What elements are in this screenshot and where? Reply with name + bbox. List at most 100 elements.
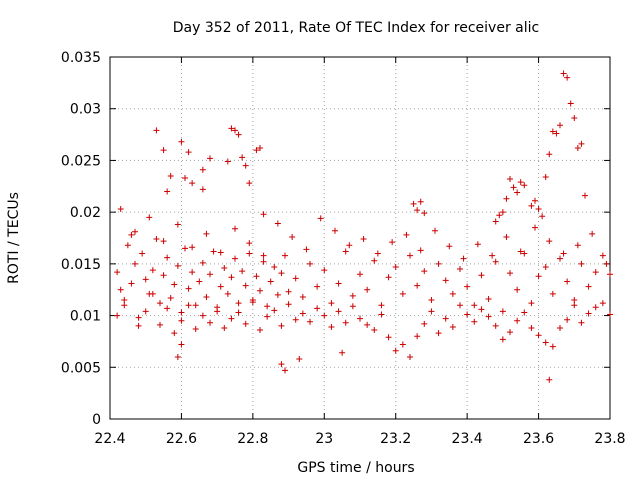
data-point (428, 297, 435, 304)
data-point (349, 303, 356, 310)
data-point (457, 302, 463, 309)
data-point (235, 131, 242, 138)
data-point (592, 269, 599, 276)
data-point (228, 125, 235, 132)
data-point (464, 311, 471, 318)
data-point (578, 319, 585, 326)
data-point (178, 138, 185, 145)
data-point (582, 192, 588, 199)
data-point (146, 214, 153, 221)
data-point (599, 252, 606, 259)
data-point (564, 74, 571, 81)
data-point (535, 206, 542, 213)
data-point (546, 376, 553, 383)
data-point (574, 242, 581, 249)
data-point (221, 264, 228, 271)
data-point (464, 283, 471, 290)
data-point (228, 274, 235, 281)
data-point (592, 304, 599, 311)
data-point (578, 260, 585, 267)
plot-frame (109, 56, 611, 420)
data-point (521, 309, 528, 316)
data-point (532, 224, 538, 231)
data-point (314, 305, 321, 312)
data-point (492, 218, 499, 225)
data-point (257, 327, 263, 334)
y-axis-label: ROTI / TECUs (6, 192, 22, 284)
data-point (189, 244, 196, 251)
data-point (292, 275, 299, 282)
data-point (360, 236, 367, 243)
data-point (503, 233, 510, 240)
data-point (185, 285, 192, 292)
x-tick-label: 22.6 (166, 431, 197, 447)
data-point (160, 272, 167, 279)
y-tick-labels: 0 0.005 0.01 0.015 0.02 0.025 0.03 0.035 (61, 50, 101, 428)
data-point (142, 276, 149, 283)
data-point (139, 250, 146, 257)
data-point (235, 300, 242, 307)
data-point (260, 252, 267, 259)
data-point (571, 302, 578, 309)
chart-title: Day 352 of 2011, Rate Of TEC Index for r… (173, 20, 539, 36)
x-tick-label: 23.6 (523, 431, 554, 447)
data-point (489, 252, 496, 259)
data-point (557, 122, 563, 129)
data-point (499, 336, 506, 343)
data-point (153, 236, 160, 243)
data-point (167, 172, 174, 179)
data-point (239, 154, 246, 161)
data-point (392, 263, 399, 270)
data-point (274, 291, 281, 298)
data-point (171, 330, 178, 337)
data-point (242, 162, 249, 169)
data-point (535, 273, 542, 280)
data-point (414, 207, 421, 214)
data-point (185, 302, 192, 309)
data-point (135, 322, 142, 329)
data-point (282, 252, 288, 259)
x-tick-label: 22.8 (237, 431, 268, 447)
data-point (528, 324, 535, 331)
data-point (299, 310, 306, 317)
data-point (507, 270, 513, 277)
data-point (335, 308, 342, 315)
data-point (285, 288, 292, 295)
data-point (224, 158, 231, 165)
data-point (514, 286, 521, 293)
data-point (546, 238, 553, 245)
y-tick-label: 0.01 (70, 309, 101, 325)
data-point (264, 303, 271, 310)
data-point (603, 260, 610, 267)
data-point (399, 290, 406, 297)
data-point (192, 326, 199, 333)
data-point (446, 243, 453, 250)
data-point (407, 252, 413, 259)
data-point (210, 248, 217, 255)
data-point (307, 318, 313, 325)
data-point (217, 283, 224, 290)
data-point (578, 140, 585, 147)
data-point (157, 321, 163, 328)
data-point (557, 255, 563, 262)
data-point (167, 294, 174, 301)
data-point (292, 316, 299, 323)
data-point (374, 250, 381, 257)
data-point (228, 315, 235, 322)
data-point (296, 356, 303, 363)
data-point (449, 323, 456, 330)
data-point (278, 322, 285, 329)
data-point (589, 230, 596, 237)
data-point (517, 179, 524, 186)
data-point (571, 115, 578, 122)
data-point (289, 233, 296, 240)
data-point (149, 267, 156, 274)
data-point (414, 333, 421, 340)
data-point (132, 228, 138, 235)
data-point (328, 300, 335, 307)
data-point (164, 188, 171, 195)
data-point (342, 319, 349, 326)
data-point (528, 202, 535, 209)
data-point (182, 175, 188, 182)
data-point (203, 293, 210, 300)
